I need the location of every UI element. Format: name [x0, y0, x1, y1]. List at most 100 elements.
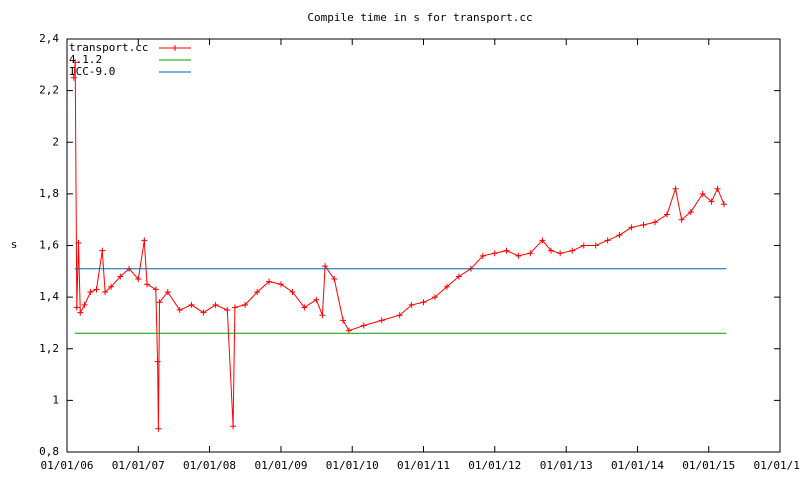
y-axis-label: s — [11, 238, 18, 251]
data-point — [73, 304, 80, 311]
data-point — [420, 299, 427, 306]
data-point — [93, 286, 100, 293]
data-point — [200, 309, 207, 316]
data-point — [301, 304, 308, 311]
data-point — [81, 301, 88, 308]
data-point — [408, 301, 415, 308]
data-point — [266, 278, 273, 285]
data-point — [443, 283, 450, 290]
y-tick-label: 1,2 — [39, 342, 59, 355]
data-point — [75, 239, 82, 246]
data-point — [687, 208, 694, 215]
x-tick-label: 01/01/09 — [254, 459, 307, 472]
data-point — [720, 201, 727, 208]
data-point — [322, 263, 329, 270]
data-point — [432, 294, 439, 301]
y-tick-label: 0,8 — [39, 445, 59, 458]
data-point — [254, 288, 261, 295]
data-point — [360, 322, 367, 329]
x-tick-label: 01/01/07 — [112, 459, 165, 472]
data-point — [592, 242, 599, 249]
data-point — [212, 301, 219, 308]
data-point — [155, 425, 162, 432]
y-tick-label: 1 — [52, 393, 59, 406]
data-point — [319, 312, 326, 319]
data-point — [515, 252, 522, 259]
data-point — [580, 242, 587, 249]
data-point — [188, 301, 195, 308]
data-point — [678, 216, 685, 223]
data-point — [224, 307, 231, 314]
data-point — [141, 237, 148, 244]
data-point — [503, 247, 510, 254]
x-tick-label: 01/01/10 — [326, 459, 379, 472]
data-point — [557, 250, 564, 257]
data-point — [152, 286, 159, 293]
data-point — [708, 198, 715, 205]
data-point — [547, 247, 554, 254]
chart-title: Compile time in s for transport.cc — [307, 11, 532, 24]
data-point — [569, 247, 576, 254]
data-point — [455, 273, 462, 280]
data-point — [99, 247, 106, 254]
data-point — [604, 237, 611, 244]
y-tick-label: 1,8 — [39, 187, 59, 200]
data-point — [378, 317, 385, 324]
data-point — [289, 288, 296, 295]
x-tick-label: 01/01/14 — [611, 459, 664, 472]
data-point — [313, 296, 320, 303]
legend-label: 4.1.2 — [69, 53, 102, 66]
data-point — [108, 283, 115, 290]
data-point — [117, 273, 124, 280]
x-tick-label: 01/01/12 — [468, 459, 521, 472]
data-point — [672, 185, 679, 192]
data-point — [345, 327, 352, 334]
data-point — [164, 288, 171, 295]
data-point — [87, 288, 94, 295]
data-point — [340, 317, 347, 324]
x-tick-label: 01/01/16 — [754, 459, 800, 472]
data-point — [176, 307, 183, 314]
data-point — [77, 309, 84, 316]
data-point — [156, 299, 163, 306]
data-point — [396, 312, 403, 319]
data-point — [527, 250, 534, 257]
y-tick-label: 2,4 — [39, 32, 59, 45]
data-point — [628, 224, 635, 231]
data-point — [144, 281, 151, 288]
data-point — [479, 252, 486, 259]
data-point — [663, 211, 670, 218]
x-tick-label: 01/01/13 — [540, 459, 593, 472]
data-point — [72, 59, 79, 66]
y-tick-label: 2 — [52, 135, 59, 148]
y-tick-label: 1,6 — [39, 239, 59, 252]
data-point — [331, 276, 338, 283]
x-tick-label: 01/01/11 — [397, 459, 450, 472]
data-point — [242, 301, 249, 308]
data-point — [539, 237, 546, 244]
data-point — [699, 190, 706, 197]
data-point — [277, 281, 284, 288]
data-point — [154, 358, 161, 365]
data-point — [102, 288, 109, 295]
legend-label: transport.cc — [69, 41, 148, 54]
data-point — [135, 276, 142, 283]
data-point — [70, 74, 77, 81]
x-tick-label: 01/01/06 — [41, 459, 94, 472]
series-line — [73, 62, 725, 429]
data-point — [616, 232, 623, 239]
data-point — [231, 304, 238, 311]
plot-frame — [66, 38, 781, 453]
legend-marker — [172, 45, 178, 51]
legend-label: ICC-9.0 — [69, 65, 115, 78]
data-point — [652, 219, 659, 226]
y-tick-label: 1,4 — [39, 290, 59, 303]
data-point — [714, 185, 721, 192]
data-point — [640, 221, 647, 228]
data-point — [491, 250, 498, 257]
x-tick-label: 01/01/08 — [183, 459, 236, 472]
y-tick-label: 2,2 — [39, 84, 59, 97]
data-point — [230, 423, 237, 430]
x-tick-label: 01/01/15 — [682, 459, 735, 472]
